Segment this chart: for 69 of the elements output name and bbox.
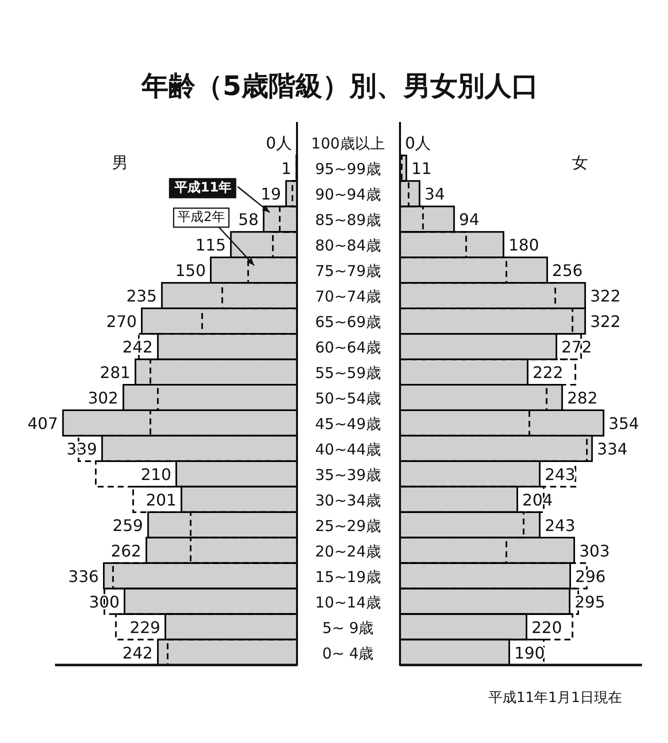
y-tick-label: 60~64歳 — [315, 338, 381, 357]
data-label: 256 — [552, 261, 583, 280]
data-label: 242 — [122, 338, 153, 357]
data-label: 0人 — [266, 134, 292, 153]
annotation: 女 — [572, 153, 588, 172]
y-tick-label: 65~69歳 — [315, 313, 381, 332]
data-label: 281 — [100, 363, 130, 382]
data-label: 336 — [68, 566, 99, 586]
y-tick-label: 10~14歳 — [315, 593, 381, 612]
y-tick-label: 25~29歳 — [315, 516, 381, 535]
y-tick-label: 20~24歳 — [315, 542, 381, 560]
text: 平成11年 — [174, 180, 232, 196]
data-label: 204 — [522, 490, 553, 510]
y-tick-label: 35~39歳 — [315, 466, 381, 484]
data-label: 115 — [195, 236, 226, 255]
data-label: 1 — [281, 159, 292, 178]
data-label: 222 — [532, 363, 564, 382]
data-label: 322 — [590, 286, 621, 306]
y-tick-label: 30~34歳 — [315, 491, 381, 510]
data-label: 270 — [106, 312, 137, 332]
y-tick-label: 5~ 9歳 — [322, 618, 374, 637]
y-tick-label: 0~ 4歳 — [322, 644, 374, 662]
data-label: 262 — [110, 541, 142, 560]
data-label: 34 — [424, 184, 445, 204]
data-label: 243 — [544, 516, 576, 535]
data-label: 272 — [561, 338, 592, 357]
data-label: 322 — [590, 312, 621, 332]
data-label: 210 — [140, 464, 172, 484]
data-label: 242 — [122, 643, 153, 662]
data-label: 58 — [238, 210, 259, 230]
y-tick-label: 100歳以上 — [311, 134, 385, 153]
data-label: 407 — [27, 414, 58, 433]
data-label: 19 — [260, 184, 282, 204]
data-label: 295 — [574, 592, 606, 612]
y-tick-label: 15~19歳 — [315, 568, 381, 586]
chart-title: 年齢（5歳階級）別、男女別人口 — [140, 71, 538, 102]
y-tick-label: 90~94歳 — [315, 186, 381, 204]
annotation: 男 — [112, 153, 128, 172]
data-label: 303 — [579, 541, 610, 560]
data-label: 150 — [175, 261, 206, 280]
y-tick-label: 75~79歳 — [315, 262, 381, 280]
data-label: 180 — [508, 236, 540, 255]
y-tick-label: 85~89歳 — [315, 211, 381, 230]
data-label: 190 — [514, 643, 545, 662]
data-label: 334 — [597, 439, 628, 458]
data-label: 243 — [544, 464, 576, 484]
y-tick-label: 40~44歳 — [315, 440, 381, 458]
data-label: 302 — [88, 388, 118, 408]
data-label: 354 — [608, 414, 640, 433]
y-tick-label: 80~84歳 — [315, 236, 381, 255]
data-label: 0人 — [405, 134, 432, 153]
y-tick-label: 95~99歳 — [315, 160, 381, 178]
data-label: 296 — [575, 566, 606, 586]
data-label: 11 — [411, 159, 432, 178]
data-label: 339 — [66, 439, 98, 458]
data-label: 259 — [112, 516, 144, 535]
text: 平成11年1月1日現在 — [488, 690, 622, 706]
y-tick-label: 50~54歳 — [315, 390, 381, 408]
text: 平成2年 — [178, 210, 225, 226]
data-label: 229 — [130, 618, 160, 637]
data-label: 201 — [146, 490, 176, 510]
data-label: 235 — [126, 286, 157, 306]
data-label: 220 — [531, 618, 562, 637]
data-label: 282 — [567, 388, 598, 408]
y-tick-label: 55~59歳 — [315, 364, 381, 382]
y-tick-label: 70~74歳 — [315, 288, 381, 306]
y-tick-label: 45~49歳 — [315, 414, 381, 433]
data-label: 94 — [459, 210, 480, 230]
data-label: 300 — [88, 592, 120, 612]
